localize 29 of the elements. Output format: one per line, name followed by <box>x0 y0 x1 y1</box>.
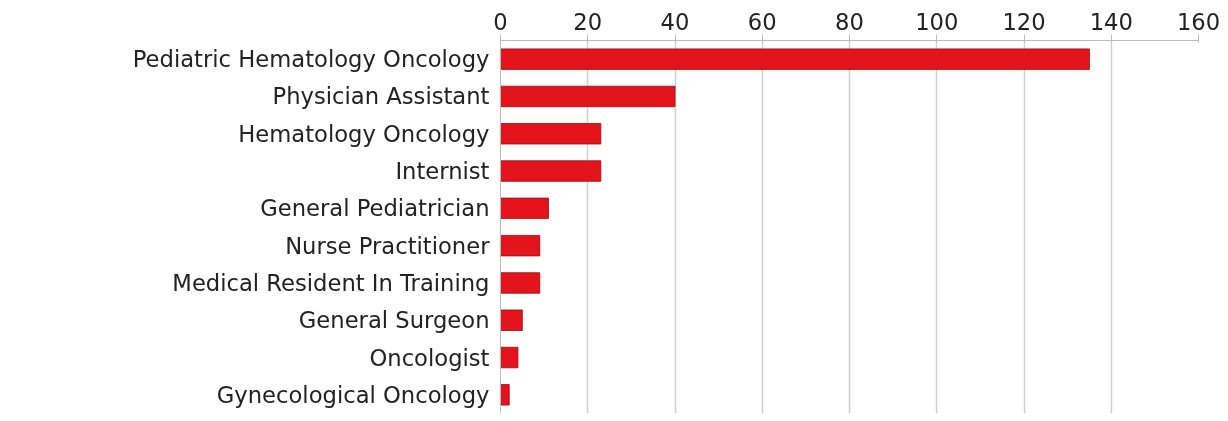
y-tick-label: Oncologist <box>369 344 490 371</box>
x-tick-label: 80 <box>835 8 864 35</box>
y-tick-label: General Pediatrician <box>260 195 490 222</box>
x-tick-label: 40 <box>660 8 690 35</box>
x-tick-label: 100 <box>915 8 959 35</box>
x-tick-label: 0 <box>493 8 508 35</box>
x-tick-label: 120 <box>1002 8 1046 35</box>
y-tick-label: Physician Assistant <box>272 83 490 110</box>
x-tick-label: 160 <box>1176 8 1221 35</box>
x-tick-label: 60 <box>747 8 777 35</box>
bar <box>500 123 602 145</box>
y-tick-label: Internist <box>395 158 490 185</box>
y-tick-label: Nurse Practitioner <box>285 232 491 259</box>
x-tick-label: 20 <box>573 8 603 35</box>
y-tick-label: Hematology Oncology <box>238 120 490 147</box>
bar <box>500 384 510 406</box>
bar <box>500 197 549 220</box>
bar <box>500 234 541 257</box>
bar <box>500 272 541 294</box>
bar <box>500 346 519 369</box>
bar <box>500 48 1090 70</box>
y-tick-label: Medical Resident In Training <box>172 269 490 296</box>
bar <box>500 160 602 182</box>
y-tick-label: Pediatric Hematology Oncology <box>132 46 490 73</box>
y-tick-label: Gynecological Oncology <box>216 381 490 408</box>
bar <box>500 85 676 108</box>
x-tick-label: 140 <box>1089 8 1133 35</box>
bar <box>500 309 523 331</box>
y-tick-label: General Surgeon <box>298 307 490 334</box>
